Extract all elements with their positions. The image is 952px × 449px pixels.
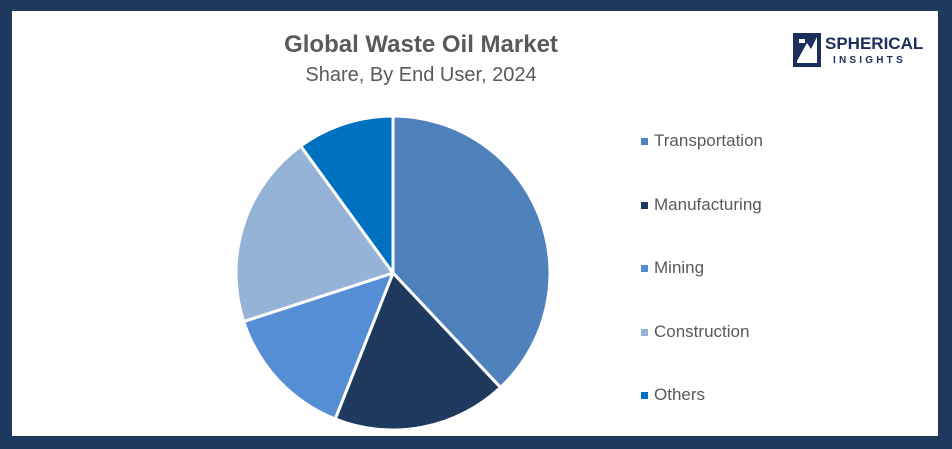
legend-swatch: [641, 138, 648, 145]
legend-label: Others: [654, 385, 706, 404]
spherical-insights-logo: SPHERICAL INSIGHTS: [793, 33, 923, 71]
pie-chart: [234, 114, 552, 432]
legend-label: Transportation: [654, 131, 763, 150]
legend-label: Manufacturing: [654, 194, 762, 214]
logo-text-spherical: SPHERICAL: [825, 34, 924, 53]
legend-label: Mining: [654, 258, 705, 277]
legend-label: Construction: [654, 321, 750, 341]
chart-frame: Global Waste Oil Market Share, By End Us…: [12, 11, 938, 436]
pie-slice-transportation: [391, 114, 552, 389]
legend-swatch: [641, 265, 648, 272]
pie-slice-manufacturing: [333, 271, 502, 432]
legend-swatch: [641, 328, 648, 336]
logo-text-insights: INSIGHTS: [833, 55, 906, 66]
logo-mark-icon: [793, 33, 821, 67]
pie-slice-others: [299, 114, 395, 275]
legend-swatch: [641, 201, 648, 209]
chart-subtitle: Share, By End User, 2024: [305, 64, 537, 86]
legend-swatch: [641, 392, 648, 399]
pie-slice-construction: [234, 144, 395, 324]
chart-title: Global Waste Oil Market: [284, 31, 558, 58]
